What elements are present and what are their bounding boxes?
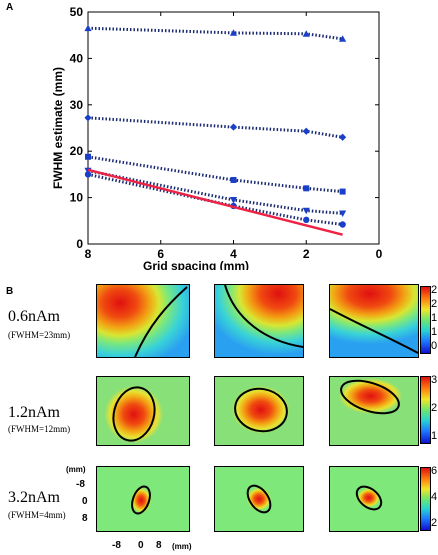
x-tick-label: 4 [230, 247, 237, 261]
x-tick-2: 0 [138, 540, 144, 551]
colorbar-1-tick: 1.5 [431, 312, 438, 324]
series-line-5 [87, 172, 343, 226]
row-2-title: 1.2nAm [8, 404, 60, 421]
y-tick-2: 0 [82, 496, 88, 507]
colorbar-1-tick: 2.5 [431, 284, 438, 297]
x-tick-1: -8 [112, 540, 121, 551]
colorbar-3-tick: 4 [431, 491, 438, 503]
panel-b-label: B [6, 286, 14, 297]
x-axis-label: Grid spacing (mm) [143, 259, 249, 270]
colorbar-3-tick: 2 [431, 517, 438, 530]
y-axis-label: FWHM estimate (mm) [51, 67, 65, 189]
y-tick-label: 50 [70, 5, 84, 19]
y-unit-label: (mm) [66, 465, 86, 474]
series-4-point [339, 210, 347, 217]
colorbar-row-2 [420, 376, 431, 444]
y-tick-label: 30 [70, 98, 84, 112]
series-line-3 [87, 155, 343, 194]
heatmap-r1-c2 [214, 284, 304, 358]
series-5-point [303, 216, 310, 224]
y-tick-label: 10 [70, 191, 84, 205]
colorbar-row-1 [420, 286, 431, 354]
x-tick-3: 8 [156, 540, 162, 551]
row-3-title: 3.2nAm [8, 489, 60, 506]
series-3-point [339, 188, 346, 195]
y-tick-label: 0 [76, 237, 83, 251]
series-line-2 [87, 116, 343, 139]
series-1-point [339, 35, 347, 42]
x-unit-label: (mm) [172, 542, 192, 551]
y-tick-1: -8 [76, 479, 85, 490]
colorbar-1-tick: 0.5 [431, 339, 438, 352]
series-1-point [302, 30, 310, 37]
x-axis-ticks: 8 6 4 2 0 [85, 12, 383, 261]
y-axis-ticks: 0 10 20 30 40 50 [70, 5, 379, 251]
heatmap-r1-c1 [96, 284, 190, 358]
x-tick-label: 8 [85, 247, 92, 261]
heatmap-r3-c2 [214, 466, 304, 532]
series-4-point [302, 207, 310, 215]
y-tick-3: 8 [82, 513, 88, 524]
series-4-point [229, 197, 238, 204]
row-1-title: 0.6nAm [8, 308, 60, 325]
colorbar-1-tick: 2 [431, 298, 438, 311]
series-2-point [302, 127, 310, 135]
colorbar-row-3 [420, 467, 431, 531]
series-5-point [339, 221, 346, 228]
series-2-point [339, 133, 347, 141]
row-3-subtitle: (FWHM=4mm) [8, 510, 66, 520]
colorbar-2-tick: 2 [431, 402, 438, 414]
colorbar-2-tick: 3 [431, 374, 438, 387]
heatmap-r2-c3 [329, 376, 419, 446]
row-1-subtitle: (FWHM=23mm) [8, 330, 71, 340]
series-line-4 [87, 169, 343, 215]
y-tick-label: 20 [70, 144, 84, 158]
series-group [84, 24, 347, 236]
series-3-point [230, 176, 237, 183]
x-tick-label: 0 [376, 247, 383, 261]
series-2-point [84, 114, 92, 122]
row-2-subtitle: (FWHM=12mm) [8, 424, 71, 434]
heatmap-r3-c1 [96, 466, 190, 532]
y-tick-label: 40 [70, 51, 84, 65]
colorbar-1-tick: 1 [431, 325, 438, 338]
series-1-point [229, 29, 238, 36]
heatmap-r2-c2 [214, 376, 304, 446]
series-3-point [303, 185, 310, 192]
series-line-ideal [87, 168, 343, 236]
heatmap-r2-c1 [96, 376, 190, 446]
x-tick-label: 2 [303, 247, 310, 261]
heatmap-r3-c3 [329, 466, 419, 532]
series-3-point [85, 153, 91, 160]
series-5-point [84, 171, 92, 178]
panel-a-label: A [6, 2, 14, 13]
x-tick-label: 6 [157, 247, 164, 261]
colorbar-2-tick: 1 [431, 429, 438, 442]
colorbar-3-tick: 6 [431, 464, 438, 477]
series-1-point [84, 24, 92, 32]
series-2-point [229, 123, 238, 131]
heatmap-r1-c3 [329, 284, 419, 358]
